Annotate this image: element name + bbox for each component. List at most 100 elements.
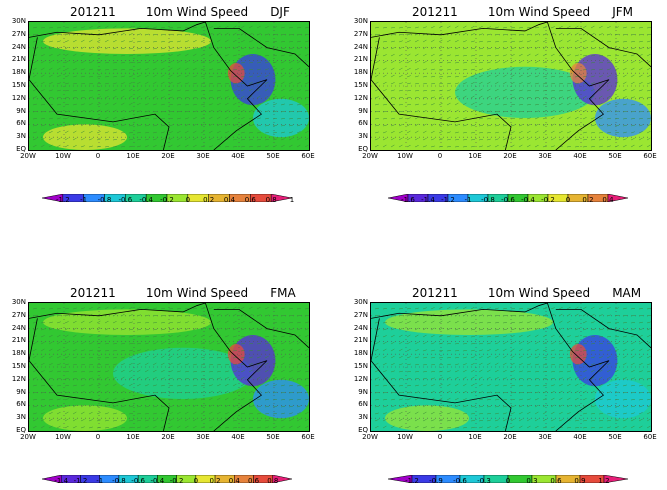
wind-vector bbox=[406, 97, 411, 99]
wind-vector bbox=[406, 411, 411, 415]
wind-vector bbox=[264, 349, 269, 352]
wind-vector bbox=[622, 138, 627, 141]
wind-vector bbox=[152, 34, 157, 36]
wind-vector bbox=[96, 123, 101, 127]
wind-vector bbox=[304, 47, 309, 50]
wind-vector bbox=[486, 125, 491, 127]
wind-vector bbox=[494, 377, 499, 380]
wind-vector bbox=[88, 327, 93, 331]
wind-vector bbox=[414, 307, 419, 310]
wind-vector bbox=[112, 370, 117, 373]
wind-vector bbox=[200, 371, 205, 373]
wind-vector bbox=[646, 370, 651, 373]
wind-vector bbox=[590, 343, 595, 345]
wind-vector bbox=[438, 320, 443, 324]
wind-vector bbox=[176, 363, 181, 366]
wind-vector bbox=[630, 74, 635, 78]
wind-vector bbox=[272, 426, 277, 429]
wind-vector bbox=[638, 363, 643, 366]
wind-vector bbox=[374, 131, 379, 134]
wind-vector bbox=[430, 307, 435, 310]
wind-vector bbox=[264, 81, 269, 85]
wind-vector bbox=[494, 307, 499, 310]
wind-vector bbox=[288, 89, 293, 92]
wind-vector bbox=[136, 68, 141, 71]
wind-vector bbox=[56, 398, 61, 401]
wind-vector bbox=[590, 363, 595, 366]
panel-title: 201211 10m Wind Speed DJF bbox=[70, 5, 290, 19]
wind-vector bbox=[216, 96, 221, 99]
wind-vector bbox=[152, 391, 157, 394]
wind-vector bbox=[232, 405, 237, 408]
wind-vector bbox=[232, 102, 237, 106]
wind-vector bbox=[184, 60, 189, 64]
wind-vector bbox=[390, 398, 395, 401]
wind-vector bbox=[646, 385, 651, 387]
wind-vector bbox=[96, 335, 101, 338]
wind-vector bbox=[622, 399, 627, 401]
wind-vector bbox=[128, 356, 133, 359]
wind-vector bbox=[40, 355, 45, 359]
wind-vector bbox=[638, 60, 643, 64]
wind-vector bbox=[534, 378, 539, 380]
wind-vector bbox=[526, 60, 531, 64]
wind-vector bbox=[558, 357, 563, 359]
wind-vector bbox=[48, 54, 53, 57]
wind-vector bbox=[176, 315, 181, 317]
wind-vector bbox=[184, 385, 189, 387]
lat-label: 9N bbox=[358, 387, 368, 396]
wind-vector bbox=[470, 391, 475, 394]
wind-vector bbox=[40, 131, 45, 134]
wind-vector bbox=[224, 25, 229, 29]
lat-label: 24N bbox=[11, 42, 26, 51]
wind-vector bbox=[264, 426, 269, 429]
wind-vector bbox=[64, 97, 69, 99]
wind-vector bbox=[144, 110, 149, 113]
wind-vector bbox=[550, 39, 555, 43]
wind-vector bbox=[168, 118, 173, 120]
wind-vector bbox=[622, 348, 627, 352]
wind-vector bbox=[646, 53, 651, 57]
wind-vector bbox=[136, 342, 141, 345]
wind-vector bbox=[32, 124, 37, 127]
wind-vector bbox=[88, 123, 93, 127]
wind-vector bbox=[272, 384, 277, 387]
wind-vector bbox=[374, 124, 379, 127]
wind-vector bbox=[542, 391, 547, 394]
wind-vector bbox=[470, 314, 475, 317]
wind-vector bbox=[518, 315, 523, 317]
wind-vector bbox=[232, 76, 237, 78]
wind-vector bbox=[630, 377, 635, 380]
wind-vector bbox=[240, 328, 245, 331]
wind-vector bbox=[614, 391, 619, 394]
wind-vector bbox=[288, 138, 293, 141]
wind-vector bbox=[470, 47, 475, 50]
wind-vector bbox=[120, 32, 125, 36]
wind-vector bbox=[176, 370, 181, 373]
wind-vector bbox=[248, 109, 253, 113]
wind-vector bbox=[216, 384, 221, 387]
wind-vector bbox=[462, 369, 467, 373]
wind-vector bbox=[40, 341, 45, 345]
wind-vector bbox=[136, 40, 141, 43]
wind-vector bbox=[566, 397, 571, 401]
wind-vector bbox=[200, 334, 205, 338]
wind-vector bbox=[470, 88, 475, 92]
wind-vector bbox=[558, 32, 563, 36]
wind-vector bbox=[550, 384, 555, 387]
wind-vector bbox=[526, 124, 531, 127]
wind-vector bbox=[104, 102, 109, 106]
wind-vector bbox=[518, 363, 523, 366]
wind-vector bbox=[622, 342, 627, 345]
wind-vector bbox=[72, 117, 77, 120]
wind-vector bbox=[590, 139, 595, 141]
wind-vector bbox=[184, 117, 189, 120]
wind-vector bbox=[32, 138, 37, 141]
wind-vector bbox=[104, 138, 109, 141]
wind-vector bbox=[216, 39, 221, 43]
wind-vector bbox=[646, 405, 651, 408]
wind-vector bbox=[160, 348, 165, 352]
wind-vector bbox=[176, 355, 181, 359]
wind-vector bbox=[160, 384, 165, 387]
wind-vector bbox=[48, 60, 53, 64]
